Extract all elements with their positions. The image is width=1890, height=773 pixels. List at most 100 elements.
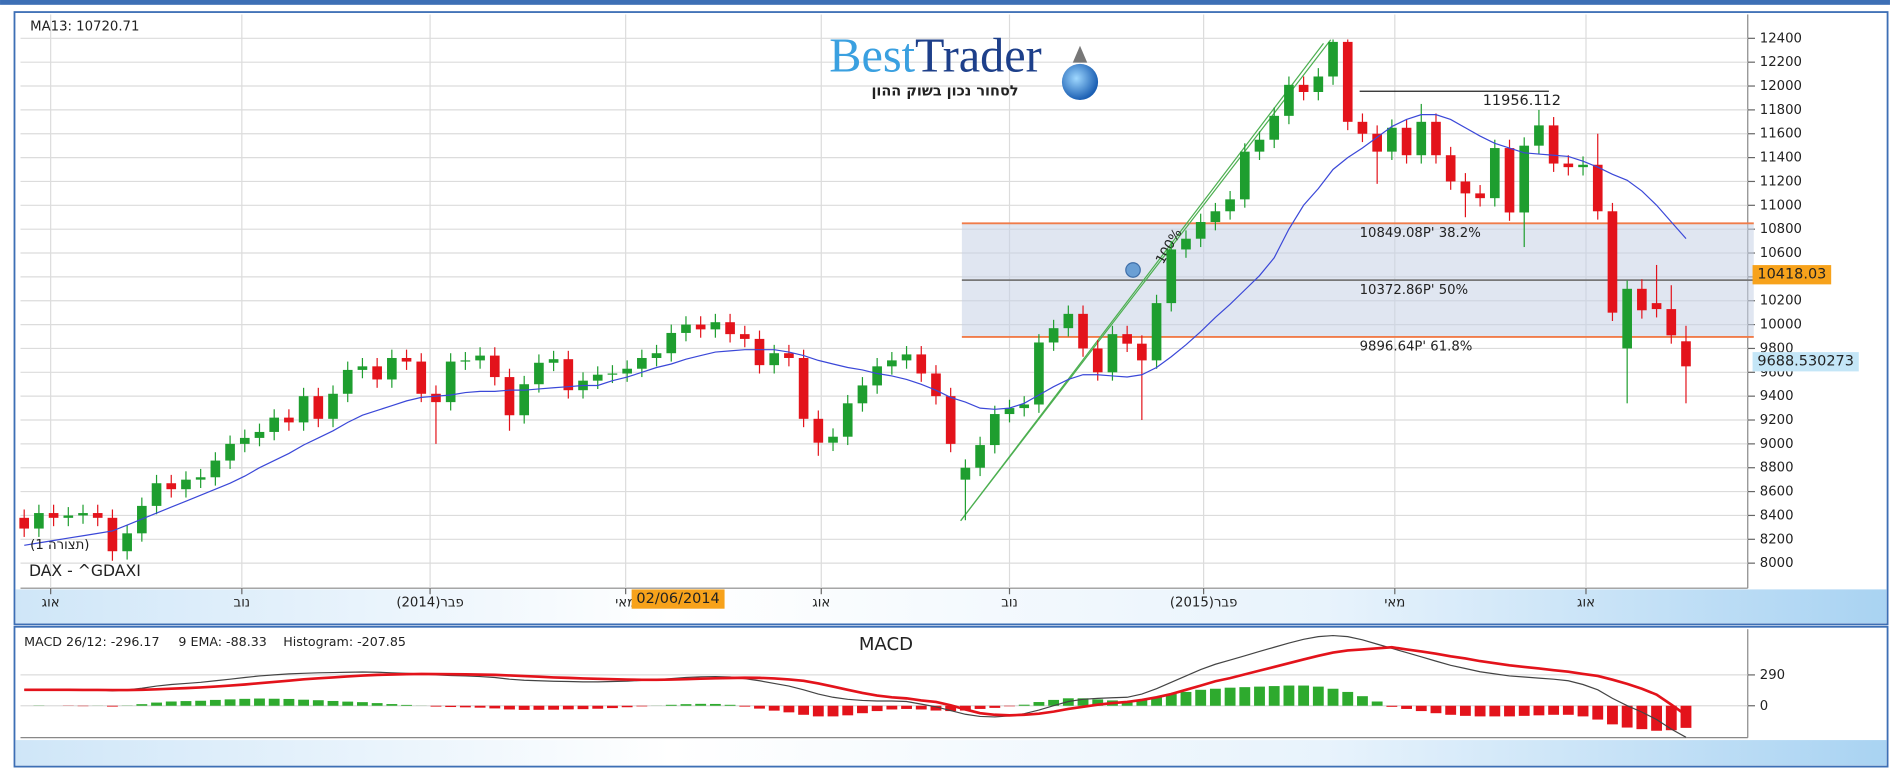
candle-body — [1255, 140, 1265, 152]
macd-axis-strip — [16, 740, 1887, 765]
candle-body — [328, 394, 338, 419]
histogram-bar — [1431, 706, 1442, 713]
histogram-bar — [1578, 706, 1589, 717]
candle-body — [1490, 148, 1500, 198]
candle-body — [843, 403, 853, 436]
candle-body — [1152, 303, 1162, 360]
candle-body — [1416, 122, 1426, 155]
candle-body — [799, 358, 809, 419]
candle-body — [1196, 222, 1206, 239]
y-tick-label: 10600 — [1760, 246, 1802, 261]
x-tick-label: מאי — [1384, 596, 1405, 611]
y-tick-label: 9000 — [1760, 437, 1794, 452]
candle-body — [1181, 239, 1191, 250]
y-tick-label: 9400 — [1760, 389, 1794, 404]
candle-body — [1402, 128, 1412, 155]
date-tag: 02/06/2014 — [632, 589, 725, 608]
histogram-bar — [151, 703, 162, 706]
histogram-bar — [386, 704, 397, 706]
candle-body — [490, 356, 500, 377]
histogram-bar — [1181, 692, 1192, 706]
price-tag: 10418.03 — [1753, 265, 1832, 284]
x-tick-label: אוג — [42, 596, 60, 611]
candle-body — [299, 396, 309, 422]
candle-body — [711, 322, 721, 329]
price-tag-label: 10418.03 — [1757, 267, 1826, 283]
fib-label: 10849.08P' 38.2% — [1360, 226, 1481, 241]
candle-body — [505, 377, 515, 415]
candle-body — [1343, 42, 1353, 122]
macd-title: MACD — [859, 634, 913, 655]
histogram-bar — [622, 706, 633, 707]
histogram-bar — [313, 700, 324, 706]
top-bar — [0, 0, 1890, 5]
histogram-bar — [725, 705, 736, 706]
histogram-bar — [1372, 702, 1383, 706]
candle-body — [563, 359, 573, 390]
histogram-bar — [239, 699, 250, 706]
histogram-bar — [754, 706, 765, 709]
legend-entry: MACD 26/12: -296.17 — [24, 634, 159, 649]
candle-body — [534, 363, 544, 384]
y-tick-label: 12400 — [1760, 31, 1802, 46]
candle-body — [1534, 125, 1544, 145]
candle-body — [446, 362, 456, 403]
histogram-bar — [445, 706, 456, 707]
histogram-bar — [1622, 706, 1633, 728]
candle-body — [1622, 289, 1632, 349]
candle-body — [725, 322, 735, 334]
histogram-bar — [269, 699, 280, 706]
legend-entry: 9 EMA: -88.33 — [178, 634, 266, 649]
candle-body — [931, 373, 941, 396]
candle-body — [1122, 334, 1132, 344]
histogram-bar — [1533, 706, 1544, 716]
x-tick-label: אוג — [812, 596, 830, 611]
histogram-bar — [1298, 686, 1309, 706]
histogram-bar — [519, 706, 530, 710]
y-tick-label: 11800 — [1760, 103, 1802, 118]
histogram-bar — [533, 706, 544, 710]
y-tick-label: 8000 — [1760, 556, 1794, 571]
candle-body — [1387, 128, 1397, 152]
logo-trader: Trader — [915, 29, 1042, 82]
candle-body — [313, 396, 323, 419]
histogram-bar — [578, 706, 589, 709]
candle-body — [63, 515, 73, 517]
histogram-bar — [1004, 706, 1015, 707]
y-tick-label: 12000 — [1760, 79, 1802, 94]
candle-body — [637, 358, 647, 369]
histogram-bar — [681, 704, 692, 706]
candle-body — [1358, 122, 1368, 134]
candle-body — [990, 414, 1000, 445]
candle-body — [1284, 85, 1294, 116]
histogram-bar — [828, 706, 839, 717]
histogram-bar — [166, 702, 177, 706]
histogram-bar — [783, 706, 794, 713]
candle-body — [122, 533, 132, 551]
fib-label: 10372.86P' 50% — [1360, 283, 1469, 298]
histogram-bar — [1357, 696, 1368, 706]
candle-body — [416, 362, 426, 394]
y-tick-label: 8800 — [1760, 461, 1794, 476]
candle-body — [255, 432, 265, 438]
candle-body — [1064, 314, 1074, 328]
candle-body — [887, 360, 897, 366]
candle-body — [34, 513, 44, 529]
candle-body — [1314, 76, 1324, 92]
histogram-bar — [181, 701, 192, 706]
histogram-bar — [1269, 686, 1280, 706]
y-tick-label: 8600 — [1760, 485, 1794, 500]
histogram-bar — [1445, 706, 1456, 715]
y-tick-label: 11000 — [1760, 198, 1802, 213]
histogram-bar — [1313, 687, 1324, 706]
histogram-bar — [342, 702, 353, 706]
y-tick-label: 290 — [1760, 668, 1785, 683]
candle-body — [696, 325, 706, 330]
candle-body — [902, 354, 912, 360]
candle-body — [769, 353, 779, 365]
candle-body — [872, 366, 882, 385]
histogram-bar — [989, 706, 1000, 708]
candle-body — [343, 370, 353, 394]
candle-body — [593, 375, 603, 381]
candle-body — [1593, 165, 1603, 212]
